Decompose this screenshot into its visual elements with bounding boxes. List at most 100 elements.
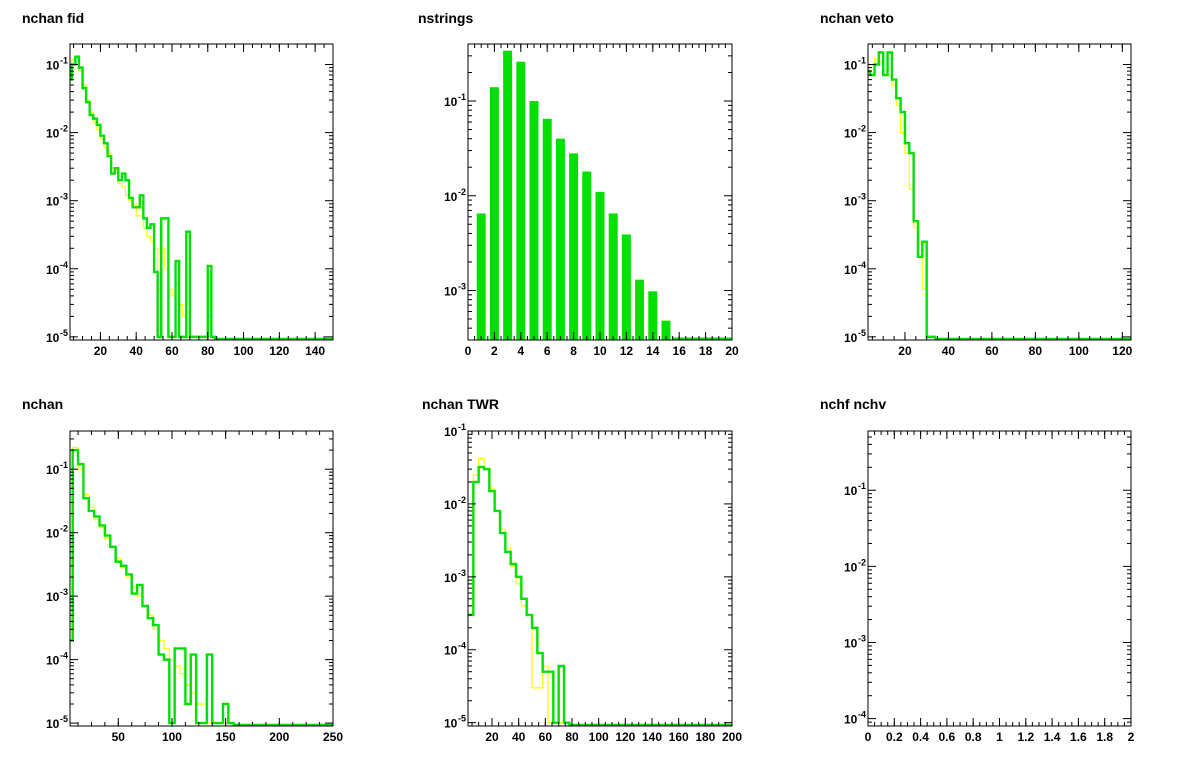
y-tick-label: 10 -4 — [46, 260, 68, 277]
y-tick-base: 10 — [46, 654, 60, 668]
y-tick-label: 10 -3 — [46, 192, 68, 209]
y-tick-base: 10 — [46, 463, 60, 477]
y-tick-exponent: -1 — [858, 55, 866, 65]
bar-8 — [569, 153, 579, 340]
x-tick-label: 1.4 — [1044, 730, 1061, 744]
x-tick-label: 20 — [725, 344, 739, 358]
x-tick-label: 160 — [669, 730, 689, 744]
y-tick-base: 10 — [444, 498, 458, 512]
x-tick-label: 8 — [570, 344, 577, 358]
x-tick-label: 14 — [646, 344, 660, 358]
y-tick-label: 10 -1 — [844, 55, 866, 72]
plot-frame — [867, 430, 1132, 727]
y-tick-label: 10 -3 — [844, 192, 866, 209]
y-tick-base: 10 — [844, 58, 858, 72]
y-tick-label: 10 -2 — [444, 495, 466, 512]
x-tick-label: 18 — [699, 344, 713, 358]
y-tick-label: 10 -2 — [844, 557, 866, 574]
chart-title: nchan TWR — [422, 396, 499, 412]
x-tick-label: 120 — [269, 344, 289, 358]
x-tick-label: 0 — [865, 730, 872, 744]
y-tick-base: 10 — [444, 95, 458, 109]
y-tick-exponent: -4 — [458, 641, 466, 651]
x-tick-label: 40 — [130, 344, 144, 358]
y-tick-base: 10 — [844, 263, 858, 277]
x-tick-label: 40 — [942, 344, 956, 358]
y-tick-exponent: -2 — [60, 524, 68, 534]
y-tick-label: 10 -4 — [444, 641, 466, 658]
y-tick-exponent: -3 — [60, 587, 68, 597]
y-tick-exponent: -2 — [458, 495, 466, 505]
chart-title: nchf nchv — [820, 396, 886, 412]
y-tick-label: 10 -3 — [444, 281, 466, 298]
plot-area — [70, 55, 333, 340]
y-tick-base: 10 — [46, 58, 60, 72]
chart-title: nstrings — [418, 10, 473, 26]
x-tick-label: 6 — [544, 344, 551, 358]
x-tick-label: 120 — [1112, 344, 1132, 358]
series-reference — [70, 446, 333, 726]
plot-area — [468, 457, 732, 726]
y-tick-exponent: -2 — [458, 187, 466, 197]
x-tick-label: 80 — [565, 730, 579, 744]
bar-5 — [529, 101, 539, 340]
y-tick-base: 10 — [46, 717, 60, 731]
y-tick-exponent: -2 — [60, 124, 68, 134]
y-tick-label: 10 -4 — [844, 710, 866, 727]
y-tick-base: 10 — [844, 484, 858, 498]
y-tick-base: 10 — [444, 425, 458, 439]
y-tick-label: 10 -1 — [46, 460, 68, 477]
y-tick-exponent: -5 — [858, 328, 866, 338]
y-tick-label: 10 -2 — [46, 524, 68, 541]
x-tick-label: 1.6 — [1070, 730, 1087, 744]
bar-9 — [582, 171, 592, 340]
series-data — [468, 465, 732, 726]
x-tick-label: 0.6 — [939, 730, 956, 744]
x-tick-label: 0.8 — [965, 730, 982, 744]
bar-3 — [503, 50, 513, 340]
x-tick-label: 100 — [162, 730, 182, 744]
plot-frame — [867, 43, 1132, 341]
bar-1 — [476, 213, 486, 340]
x-tick-label: 120 — [615, 730, 635, 744]
y-tick-base: 10 — [844, 127, 858, 141]
y-tick-label: 10 -5 — [844, 328, 866, 345]
series-reference — [868, 58, 1131, 340]
y-tick-base: 10 — [844, 331, 858, 345]
y-tick-base: 10 — [46, 263, 60, 277]
x-tick-label: 12 — [620, 344, 634, 358]
x-tick-label: 60 — [539, 730, 553, 744]
y-tick-base: 10 — [844, 636, 858, 650]
y-tick-base: 10 — [46, 331, 60, 345]
x-tick-label: 1 — [996, 730, 1003, 744]
y-tick-label: 10 -1 — [444, 422, 466, 439]
x-tick-label: 4 — [517, 344, 524, 358]
x-tick-label: 80 — [201, 344, 215, 358]
y-tick-label: 10 -1 — [444, 92, 466, 109]
series-reference — [70, 58, 333, 340]
bar-15 — [661, 320, 671, 340]
y-tick-exponent: -3 — [458, 568, 466, 578]
series-data — [868, 51, 1131, 340]
x-tick-label: 50 — [112, 730, 126, 744]
y-tick-label: 10 -3 — [844, 633, 866, 650]
y-tick-label: 10 -4 — [46, 651, 68, 668]
bar-10 — [595, 191, 605, 340]
y-tick-exponent: -4 — [858, 710, 866, 720]
bar-7 — [555, 138, 565, 340]
x-tick-label: 20 — [94, 344, 108, 358]
y-tick-base: 10 — [444, 190, 458, 204]
y-tick-label: 10 -3 — [46, 587, 68, 604]
bar-6 — [542, 118, 552, 340]
y-tick-exponent: -1 — [60, 460, 68, 470]
x-tick-label: 100 — [589, 730, 609, 744]
x-tick-label: 2 — [1128, 730, 1135, 744]
y-tick-label: 10 -5 — [46, 328, 68, 345]
y-tick-base: 10 — [46, 195, 60, 209]
